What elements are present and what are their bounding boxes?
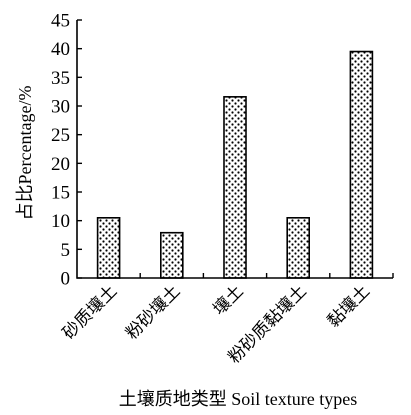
- y-tick-label: 20: [51, 154, 70, 175]
- x-tick-label: 黏壤土: [323, 281, 374, 332]
- axes-frame: [76, 20, 393, 279]
- y-tick-label: 45: [51, 11, 70, 32]
- bar-3: [223, 96, 247, 279]
- y-ticks-group: 0 5 10 15 20 25 30 35 40 45: [51, 11, 82, 290]
- y-tick-label: 30: [51, 97, 70, 118]
- y-tick-label: 15: [51, 183, 70, 204]
- y-tick-label: 10: [51, 211, 70, 232]
- x-tick-label: 砂质壤土: [58, 281, 121, 344]
- y-tick-label: 35: [51, 68, 70, 89]
- y-tick-label: 0: [61, 269, 71, 290]
- y-tick-label: 5: [61, 240, 71, 261]
- x-axis-title: 土壤质地类型 Soil texture types: [119, 389, 357, 409]
- bar-4: [286, 217, 311, 279]
- y-axis-title: 占比Percentage/%: [15, 86, 35, 221]
- x-tick-label: 粉砂壤土: [121, 281, 184, 344]
- bar-2: [160, 231, 184, 279]
- bar-1: [96, 217, 121, 279]
- y-tick-label: 25: [51, 125, 70, 146]
- bar-5: [349, 50, 374, 279]
- x-tick-label: 壤土: [209, 281, 248, 320]
- y-tick-label: 40: [51, 39, 70, 60]
- bars-group: [96, 50, 374, 279]
